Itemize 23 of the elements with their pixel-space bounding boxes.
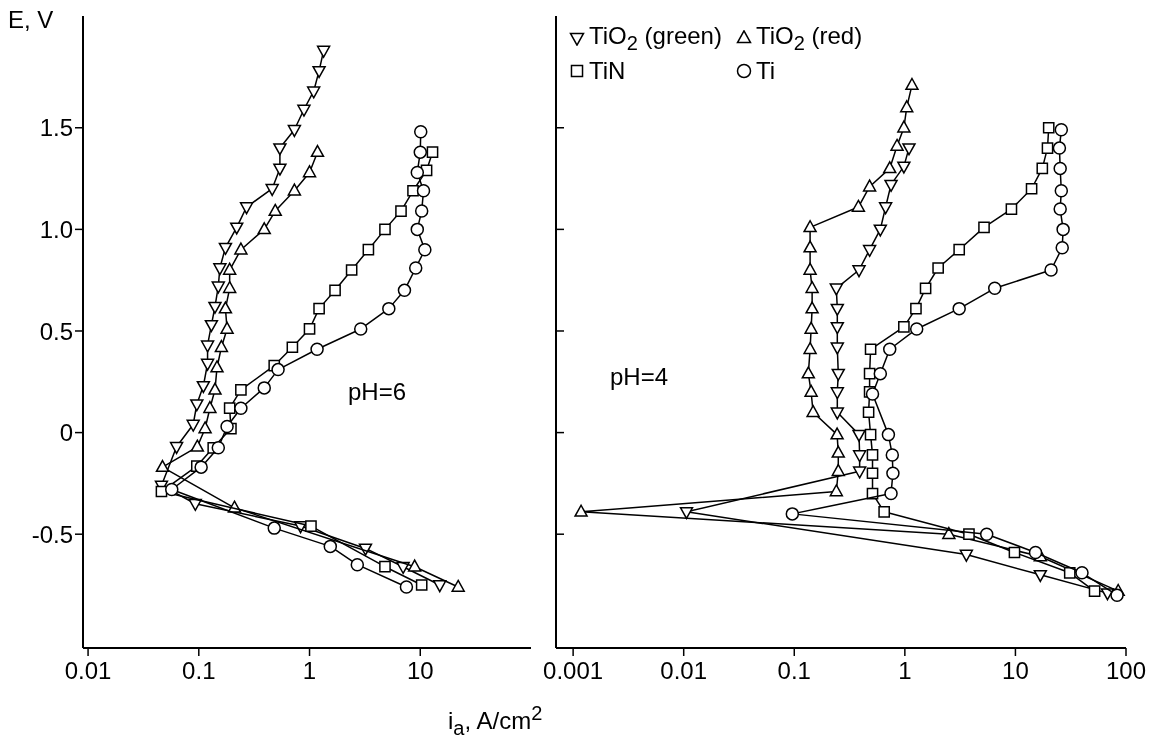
y-tick-label: 0 <box>59 419 73 447</box>
legend-label: TiN <box>589 56 626 85</box>
x-tick-label: 1 <box>302 657 317 685</box>
legend-label: TiO$_{2}$ (green) <box>589 22 722 55</box>
x-tick-label: 10 <box>1002 657 1029 685</box>
x-tick-label: 0.001 <box>543 657 604 685</box>
y-tick-label: 0.5 <box>39 317 73 345</box>
legend-label: TiO$_{2}$ (red) <box>755 22 863 55</box>
x-tick-label: 0.01 <box>660 657 708 685</box>
x-tick-label: 0.1 <box>777 657 811 685</box>
x-tick-label: 0.01 <box>64 657 112 685</box>
annotation: pH=6 <box>348 378 407 406</box>
annotation: pH=4 <box>610 363 669 391</box>
x-tick-label: 100 <box>1105 657 1147 685</box>
legend-label: Ti <box>755 56 776 85</box>
y-axis-title: E, V <box>8 6 54 34</box>
x-axis-title: i$_{a}$, A/cm$^{2}$ <box>448 702 543 740</box>
x-tick-label: 1 <box>898 657 912 685</box>
x-tick-label: 0.1 <box>182 657 216 685</box>
x-tick-label: 10 <box>406 657 434 685</box>
y-tick-label: 1.5 <box>39 114 73 142</box>
y-tick-label: 1.0 <box>39 215 73 243</box>
y-tick-label: -0.5 <box>31 520 73 548</box>
